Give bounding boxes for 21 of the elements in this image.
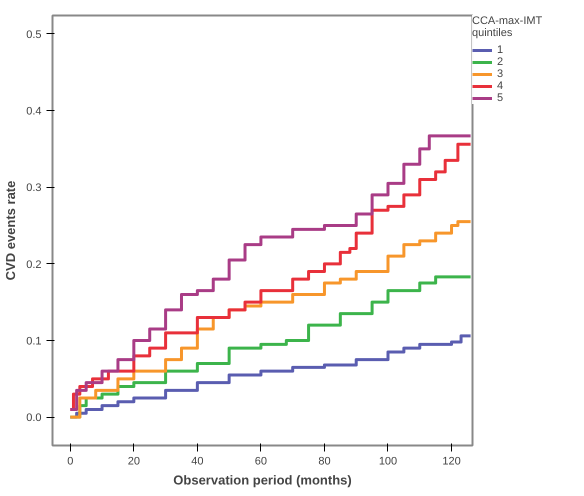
y-tick-label: 0.0 — [26, 412, 42, 424]
y-tick-label: 0.1 — [26, 335, 42, 348]
x-tick-label: 20 — [128, 456, 140, 468]
x-tick-label: 0 — [67, 456, 74, 468]
legend-label: 4 — [497, 80, 504, 92]
x-tick-label: 120 — [442, 456, 461, 468]
legend-title: CCA-max-IMT quintiles — [472, 15, 542, 39]
y-tick-label: 0.3 — [26, 182, 42, 194]
legend-label: 3 — [497, 68, 504, 80]
legend-label: 5 — [497, 92, 504, 104]
legend-label: 1 — [497, 44, 504, 56]
legend-label: 2 — [497, 56, 504, 68]
y-tick-label: 0.2 — [26, 258, 42, 271]
x-tick-label: 60 — [254, 456, 268, 468]
x-tick-label: 80 — [318, 456, 331, 468]
y-tick-label: 0.4 — [26, 106, 42, 118]
x-tick-label: 100 — [378, 456, 398, 468]
x-tick-label: 40 — [191, 456, 204, 468]
y-axis-title: CVD events rate — [3, 180, 18, 280]
x-axis-title: Observation period (months) — [173, 472, 352, 488]
y-tick-label: 0.5 — [26, 28, 42, 41]
